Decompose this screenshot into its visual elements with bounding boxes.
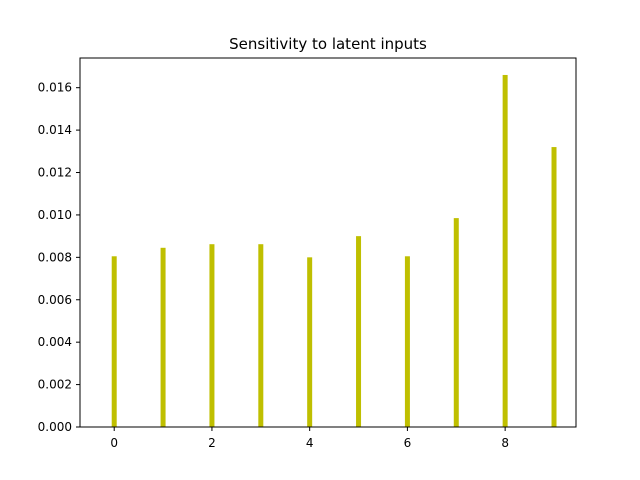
y-tick-label: 0.016 bbox=[38, 81, 72, 95]
x-tick-label: 6 bbox=[404, 436, 412, 450]
bar-6 bbox=[404, 256, 410, 427]
y-tick-label: 0.008 bbox=[38, 250, 72, 264]
bar-2 bbox=[209, 244, 215, 427]
x-tick-label: 2 bbox=[208, 436, 216, 450]
x-tick-label: 0 bbox=[110, 436, 118, 450]
x-tick-label: 8 bbox=[501, 436, 509, 450]
x-axis-ticks: 0 2 4 6 8 bbox=[110, 427, 509, 450]
bar-0 bbox=[111, 256, 117, 427]
bar-7 bbox=[453, 218, 459, 427]
chart-title: Sensitivity to latent inputs bbox=[229, 35, 427, 53]
y-tick-label: 0.012 bbox=[38, 166, 72, 180]
x-tick-label: 4 bbox=[306, 436, 314, 450]
y-tick-label: 0.002 bbox=[38, 378, 72, 392]
y-axis-ticks: 0.000 0.002 0.004 0.006 0.008 0.010 0.012 0.014… bbox=[38, 81, 80, 434]
y-tick-label: 0.014 bbox=[38, 123, 72, 137]
bar-1 bbox=[160, 247, 166, 427]
bar-3 bbox=[258, 244, 264, 427]
y-tick-label: 0.010 bbox=[38, 208, 72, 222]
plot-frame bbox=[79, 57, 577, 428]
bar-5 bbox=[356, 236, 362, 427]
bar-8 bbox=[502, 74, 508, 427]
bar-9 bbox=[551, 147, 557, 427]
y-tick-label: 0.006 bbox=[38, 293, 72, 307]
y-tick-label: 0.004 bbox=[38, 335, 72, 349]
y-tick-label: 0.000 bbox=[38, 420, 72, 434]
bars-layer bbox=[111, 74, 557, 427]
bar-4 bbox=[307, 257, 313, 427]
